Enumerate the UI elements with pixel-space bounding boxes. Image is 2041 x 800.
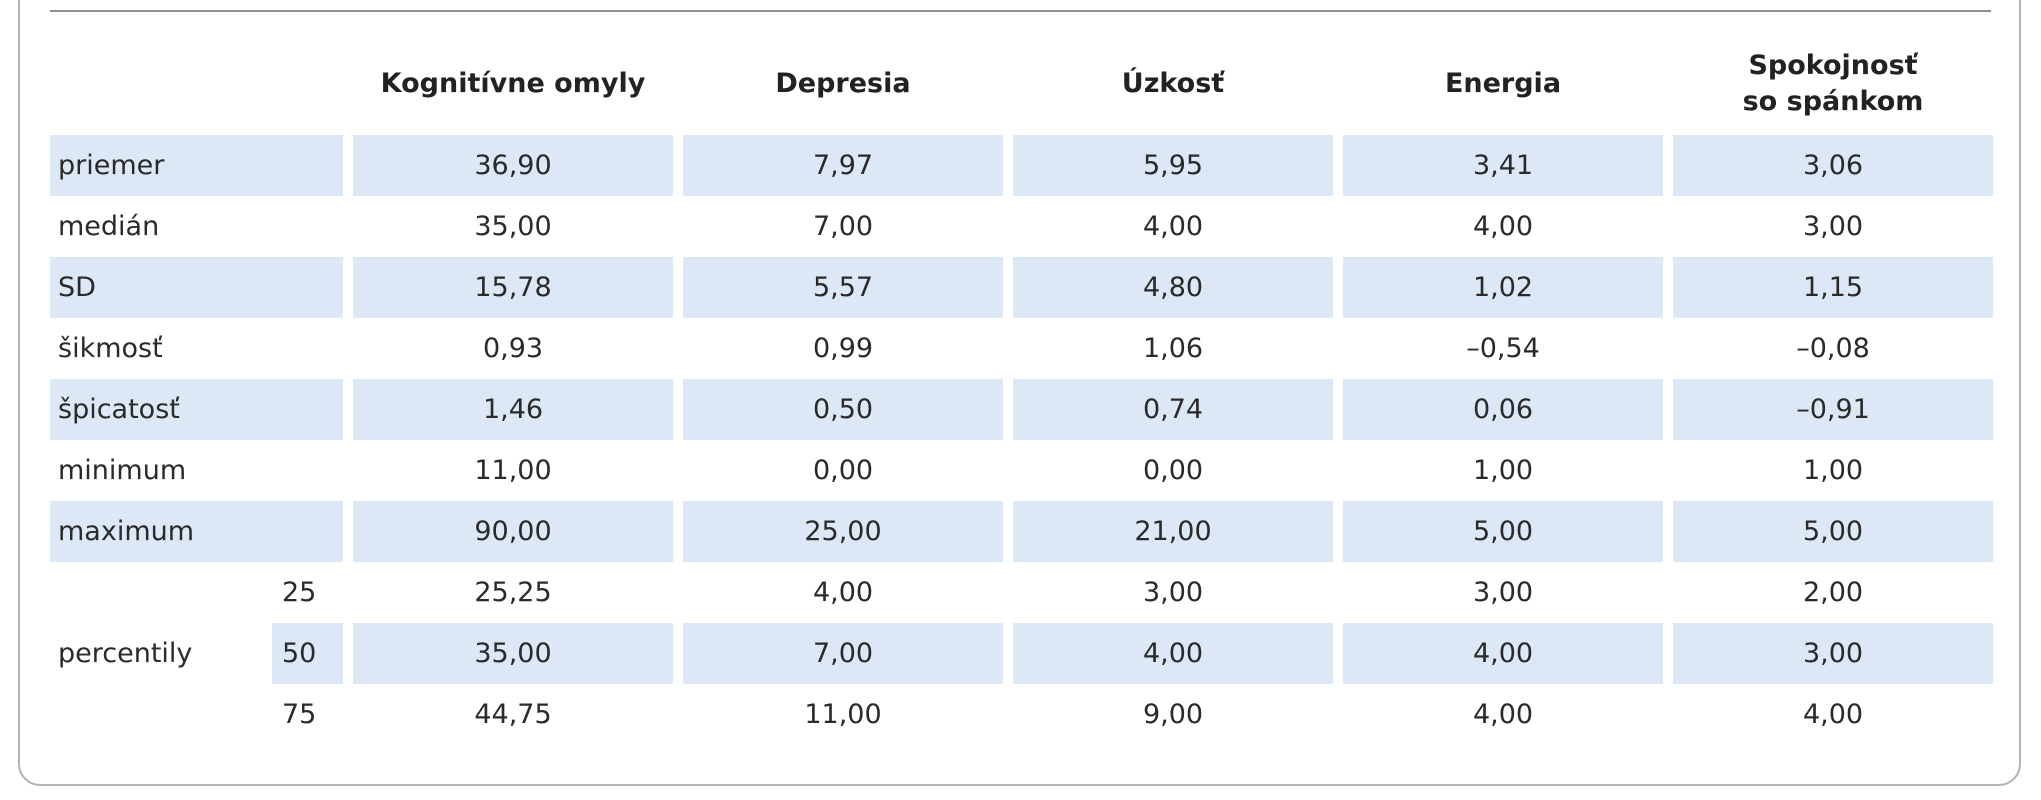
table-row: maximum 90,00 25,00 21,00 5,00 5,00 (50, 501, 1993, 562)
table-cell: 4,00 (1802, 699, 1864, 730)
row-label: SD (50, 257, 343, 318)
table-cell: 4,00 (812, 577, 874, 608)
header-row: Kognitívne omyly Depresia Úzkosť Energia… (50, 33, 1993, 135)
table-cell: 4,00 (1472, 211, 1534, 242)
table-cell: 4,00 (1343, 623, 1663, 684)
row-label: špicatosť (50, 379, 343, 440)
table-cell: 15,78 (353, 257, 673, 318)
table-cell: 44,75 (474, 699, 552, 730)
table-cell: 35,00 (474, 211, 552, 242)
table-row: priemer 36,90 7,97 5,95 3,41 3,06 (50, 135, 1993, 196)
descriptive-statistics-table: Kognitívne omyly Depresia Úzkosť Energia… (40, 33, 2003, 745)
percentile-row: 75 44,75 11,00 9,00 4,00 4,00 (50, 684, 1993, 745)
table-cell: 35,00 (353, 623, 673, 684)
table-cell: 3,00 (1472, 577, 1534, 608)
row-label: minimum (58, 455, 187, 486)
table-cell: 0,00 (1142, 455, 1204, 486)
table-cell: 11,00 (474, 455, 552, 486)
column-header: Energia (1444, 68, 1562, 99)
percentile-row: percentily 25 25,25 4,00 3,00 3,00 2,00 (50, 562, 1993, 669)
table-cell: –0,54 (1466, 333, 1540, 364)
percentile-group-label: percentily (58, 638, 193, 669)
top-rule (50, 10, 1991, 12)
table-cell: 0,00 (812, 455, 874, 486)
table-row: medián 35,00 7,00 4,00 4,00 3,00 (50, 196, 1993, 257)
row-label: maximum (50, 501, 343, 562)
table-cell: 4,00 (1142, 211, 1204, 242)
table-cell: 5,00 (1673, 501, 1993, 562)
table-cell: 0,50 (683, 379, 1003, 440)
table-cell: 4,00 (1472, 699, 1534, 730)
table-cell: 7,00 (812, 211, 874, 242)
table-cell: 5,00 (1343, 501, 1663, 562)
table-cell: 21,00 (1013, 501, 1333, 562)
percentile-row: 50 35,00 7,00 4,00 4,00 3,00 (50, 623, 1993, 684)
table-row: špicatosť 1,46 0,50 0,74 0,06 –0,91 (50, 379, 1993, 440)
percentile-level: 25 (282, 577, 317, 608)
row-label: priemer (50, 135, 343, 196)
percentile-level: 50 (272, 623, 343, 684)
table-cell: 4,00 (1013, 623, 1333, 684)
header-corner (50, 33, 343, 135)
table-cell: 5,95 (1013, 135, 1333, 196)
table-cell: –0,91 (1673, 379, 1993, 440)
table-cell: 1,02 (1343, 257, 1663, 318)
table-cell: 0,06 (1343, 379, 1663, 440)
table-cell: 36,90 (353, 135, 673, 196)
column-header: Spokojnosť so spánkom (1742, 50, 1924, 117)
table-cell: 3,06 (1673, 135, 1993, 196)
row-label: šikmosť (58, 333, 163, 364)
table-cell: 1,00 (1802, 455, 1864, 486)
table-cell: 7,00 (683, 623, 1003, 684)
percentile-level: 75 (282, 699, 317, 730)
table-cell: 3,00 (1673, 623, 1993, 684)
table-cell: 3,00 (1802, 211, 1864, 242)
table-cell: 0,93 (482, 333, 544, 364)
table-cell: 0,99 (812, 333, 874, 364)
table-cell: 5,57 (683, 257, 1003, 318)
column-header: Depresia (775, 68, 911, 99)
column-header: Úzkosť (1121, 68, 1225, 99)
table-cell: 25,00 (683, 501, 1003, 562)
table-row: SD 15,78 5,57 4,80 1,02 1,15 (50, 257, 1993, 318)
table-cell: 7,97 (683, 135, 1003, 196)
table-cell: 1,06 (1142, 333, 1204, 364)
column-header: Kognitívne omyly (380, 68, 646, 99)
table-cell: 2,00 (1802, 577, 1864, 608)
table-cell: 4,80 (1013, 257, 1333, 318)
row-label: medián (58, 211, 160, 242)
table-cell: 11,00 (804, 699, 882, 730)
table-cell: 25,25 (474, 577, 552, 608)
table-cell: 1,15 (1673, 257, 1993, 318)
table-cell: 1,00 (1472, 455, 1534, 486)
table-row: minimum 11,00 0,00 0,00 1,00 1,00 (50, 440, 1993, 501)
table-cell: 3,00 (1142, 577, 1204, 608)
table-cell: 0,74 (1013, 379, 1333, 440)
table-cell: –0,08 (1796, 333, 1870, 364)
table-cell: 3,41 (1343, 135, 1663, 196)
table-cell: 9,00 (1142, 699, 1204, 730)
table-cell: 90,00 (353, 501, 673, 562)
table-row: šikmosť 0,93 0,99 1,06 –0,54 –0,08 (50, 318, 1993, 379)
table-cell: 1,46 (353, 379, 673, 440)
